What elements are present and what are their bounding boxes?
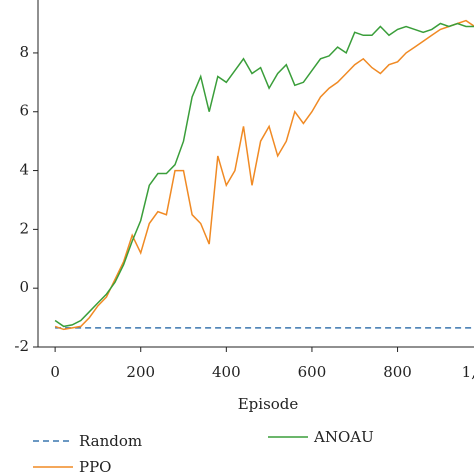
series-line: [54, 22, 474, 328]
x-tick-label: 200: [126, 363, 155, 381]
y-tick-label: 6: [19, 102, 29, 120]
legend-label: PPO: [79, 458, 111, 474]
series-line: [54, 19, 474, 331]
y-tick-label: 2: [19, 219, 29, 237]
legend-label: ANOAU: [313, 428, 374, 446]
y-tick-label: 4: [19, 161, 29, 179]
x-tick-label: 800: [383, 363, 412, 381]
y-tick-label: 0: [19, 278, 29, 296]
axes: [37, 0, 474, 348]
x-tick-label: 1,000: [462, 363, 474, 381]
y-tick-label: -2: [14, 337, 29, 355]
y-tick-label: 8: [19, 43, 29, 61]
x-tick-label: 0: [50, 363, 60, 381]
x-axis-label: Episode: [238, 395, 299, 413]
x-tick-label: 600: [298, 363, 327, 381]
x-tick-label: 400: [212, 363, 241, 381]
legend-label: Random: [79, 432, 142, 450]
